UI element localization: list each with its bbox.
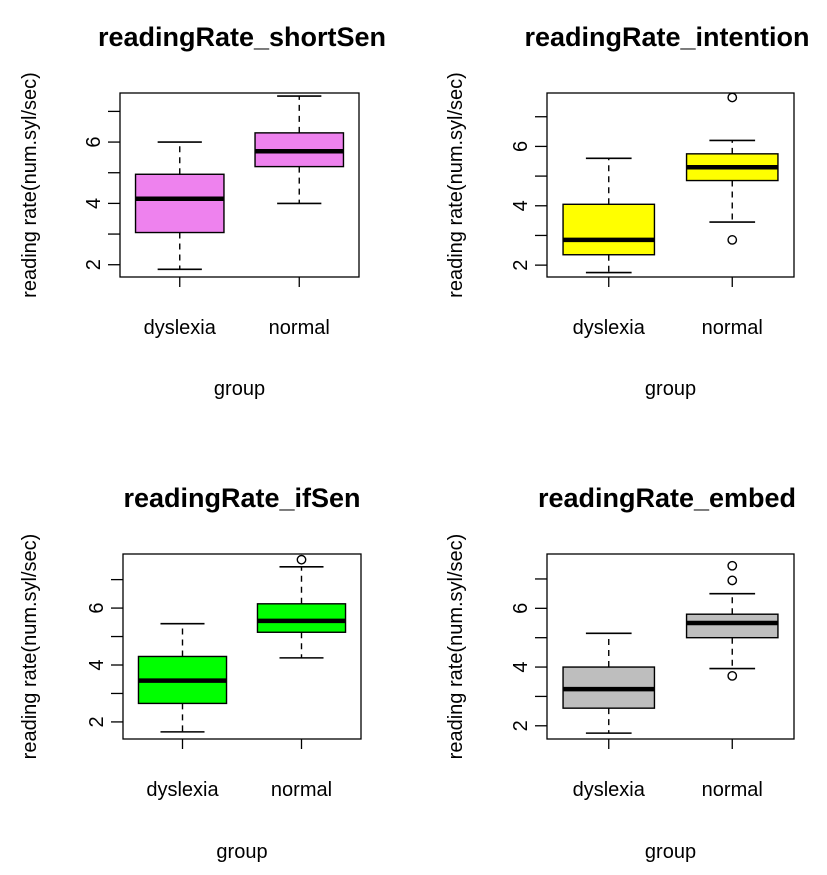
outlier-point: [296, 554, 307, 565]
outlier-point: [727, 575, 738, 586]
box-dyslexia: [562, 632, 656, 734]
box-normal: [256, 554, 347, 659]
y-tick-label: 6: [510, 603, 532, 614]
box-normal: [685, 560, 779, 681]
y-tick-label: 2: [86, 716, 108, 727]
iqr-box: [256, 603, 347, 633]
x-category-label: normal: [702, 317, 763, 339]
chart-panel-2: readingRate_intention 2 4 6 reading rate(num…: [445, 22, 810, 400]
chart-panel-3: readingRate_ifSen 2 4 6 reading rate(num.syl…: [19, 483, 362, 863]
chart-title: readingRate_intention: [524, 22, 809, 52]
iqr-box: [134, 173, 225, 234]
box-normal: [685, 92, 779, 245]
y-tick-label: 6: [83, 137, 105, 148]
y-axis-label: reading rate(num.syl/sec): [19, 534, 41, 760]
y-tick-label: 4: [510, 200, 532, 211]
y-tick-label: 2: [83, 259, 105, 270]
x-axis-label: group: [214, 378, 265, 400]
y-tick-label: 6: [510, 141, 532, 152]
y-tick-label: 2: [510, 720, 532, 731]
x-category-label: normal: [702, 779, 763, 801]
chart-title: readingRate_ifSen: [123, 483, 360, 513]
chart-panel-4: readingRate_embed 2 4 6 reading rate(num.syl…: [445, 483, 796, 863]
plot-frame: [546, 553, 795, 740]
y-tick-label: 4: [83, 198, 105, 209]
plot-frame: [119, 92, 360, 278]
box-dyslexia: [134, 141, 225, 271]
y-tick-label: 4: [510, 661, 532, 672]
outlier-point: [727, 235, 738, 245]
outlier-point: [727, 92, 738, 103]
x-axis-label: group: [216, 841, 267, 863]
x-category-label: normal: [271, 779, 332, 801]
x-category-label: dyslexia: [144, 317, 217, 339]
y-axis-label: reading rate(num.syl/sec): [445, 534, 467, 760]
plot-frame: [122, 553, 362, 740]
x-axis-label: group: [645, 378, 696, 400]
x-category-label: dyslexia: [573, 317, 646, 339]
iqr-box: [685, 613, 779, 639]
box-dyslexia: [137, 622, 228, 733]
y-tick-label: 6: [86, 603, 108, 614]
y-tick-label: 2: [510, 260, 532, 271]
x-axis-label: group: [645, 841, 696, 863]
outlier-point: [727, 560, 738, 571]
x-category-label: dyslexia: [573, 779, 646, 801]
chart-panel-1: readingRate_shortSen 2 4 6 reading rate(num.…: [19, 22, 386, 400]
chart-title: readingRate_shortSen: [98, 22, 386, 52]
chart-title: readingRate_embed: [538, 483, 796, 513]
iqr-box: [562, 203, 656, 256]
plot-frame: [546, 92, 795, 278]
y-tick-label: 4: [86, 659, 108, 670]
box-dyslexia: [562, 157, 656, 274]
y-axis-label: reading rate(num.syl/sec): [445, 72, 467, 298]
outlier-point: [727, 670, 738, 681]
box-normal: [254, 95, 345, 205]
x-category-label: normal: [269, 317, 330, 339]
x-category-label: dyslexia: [146, 779, 219, 801]
y-axis-label: reading rate(num.syl/sec): [19, 72, 41, 298]
